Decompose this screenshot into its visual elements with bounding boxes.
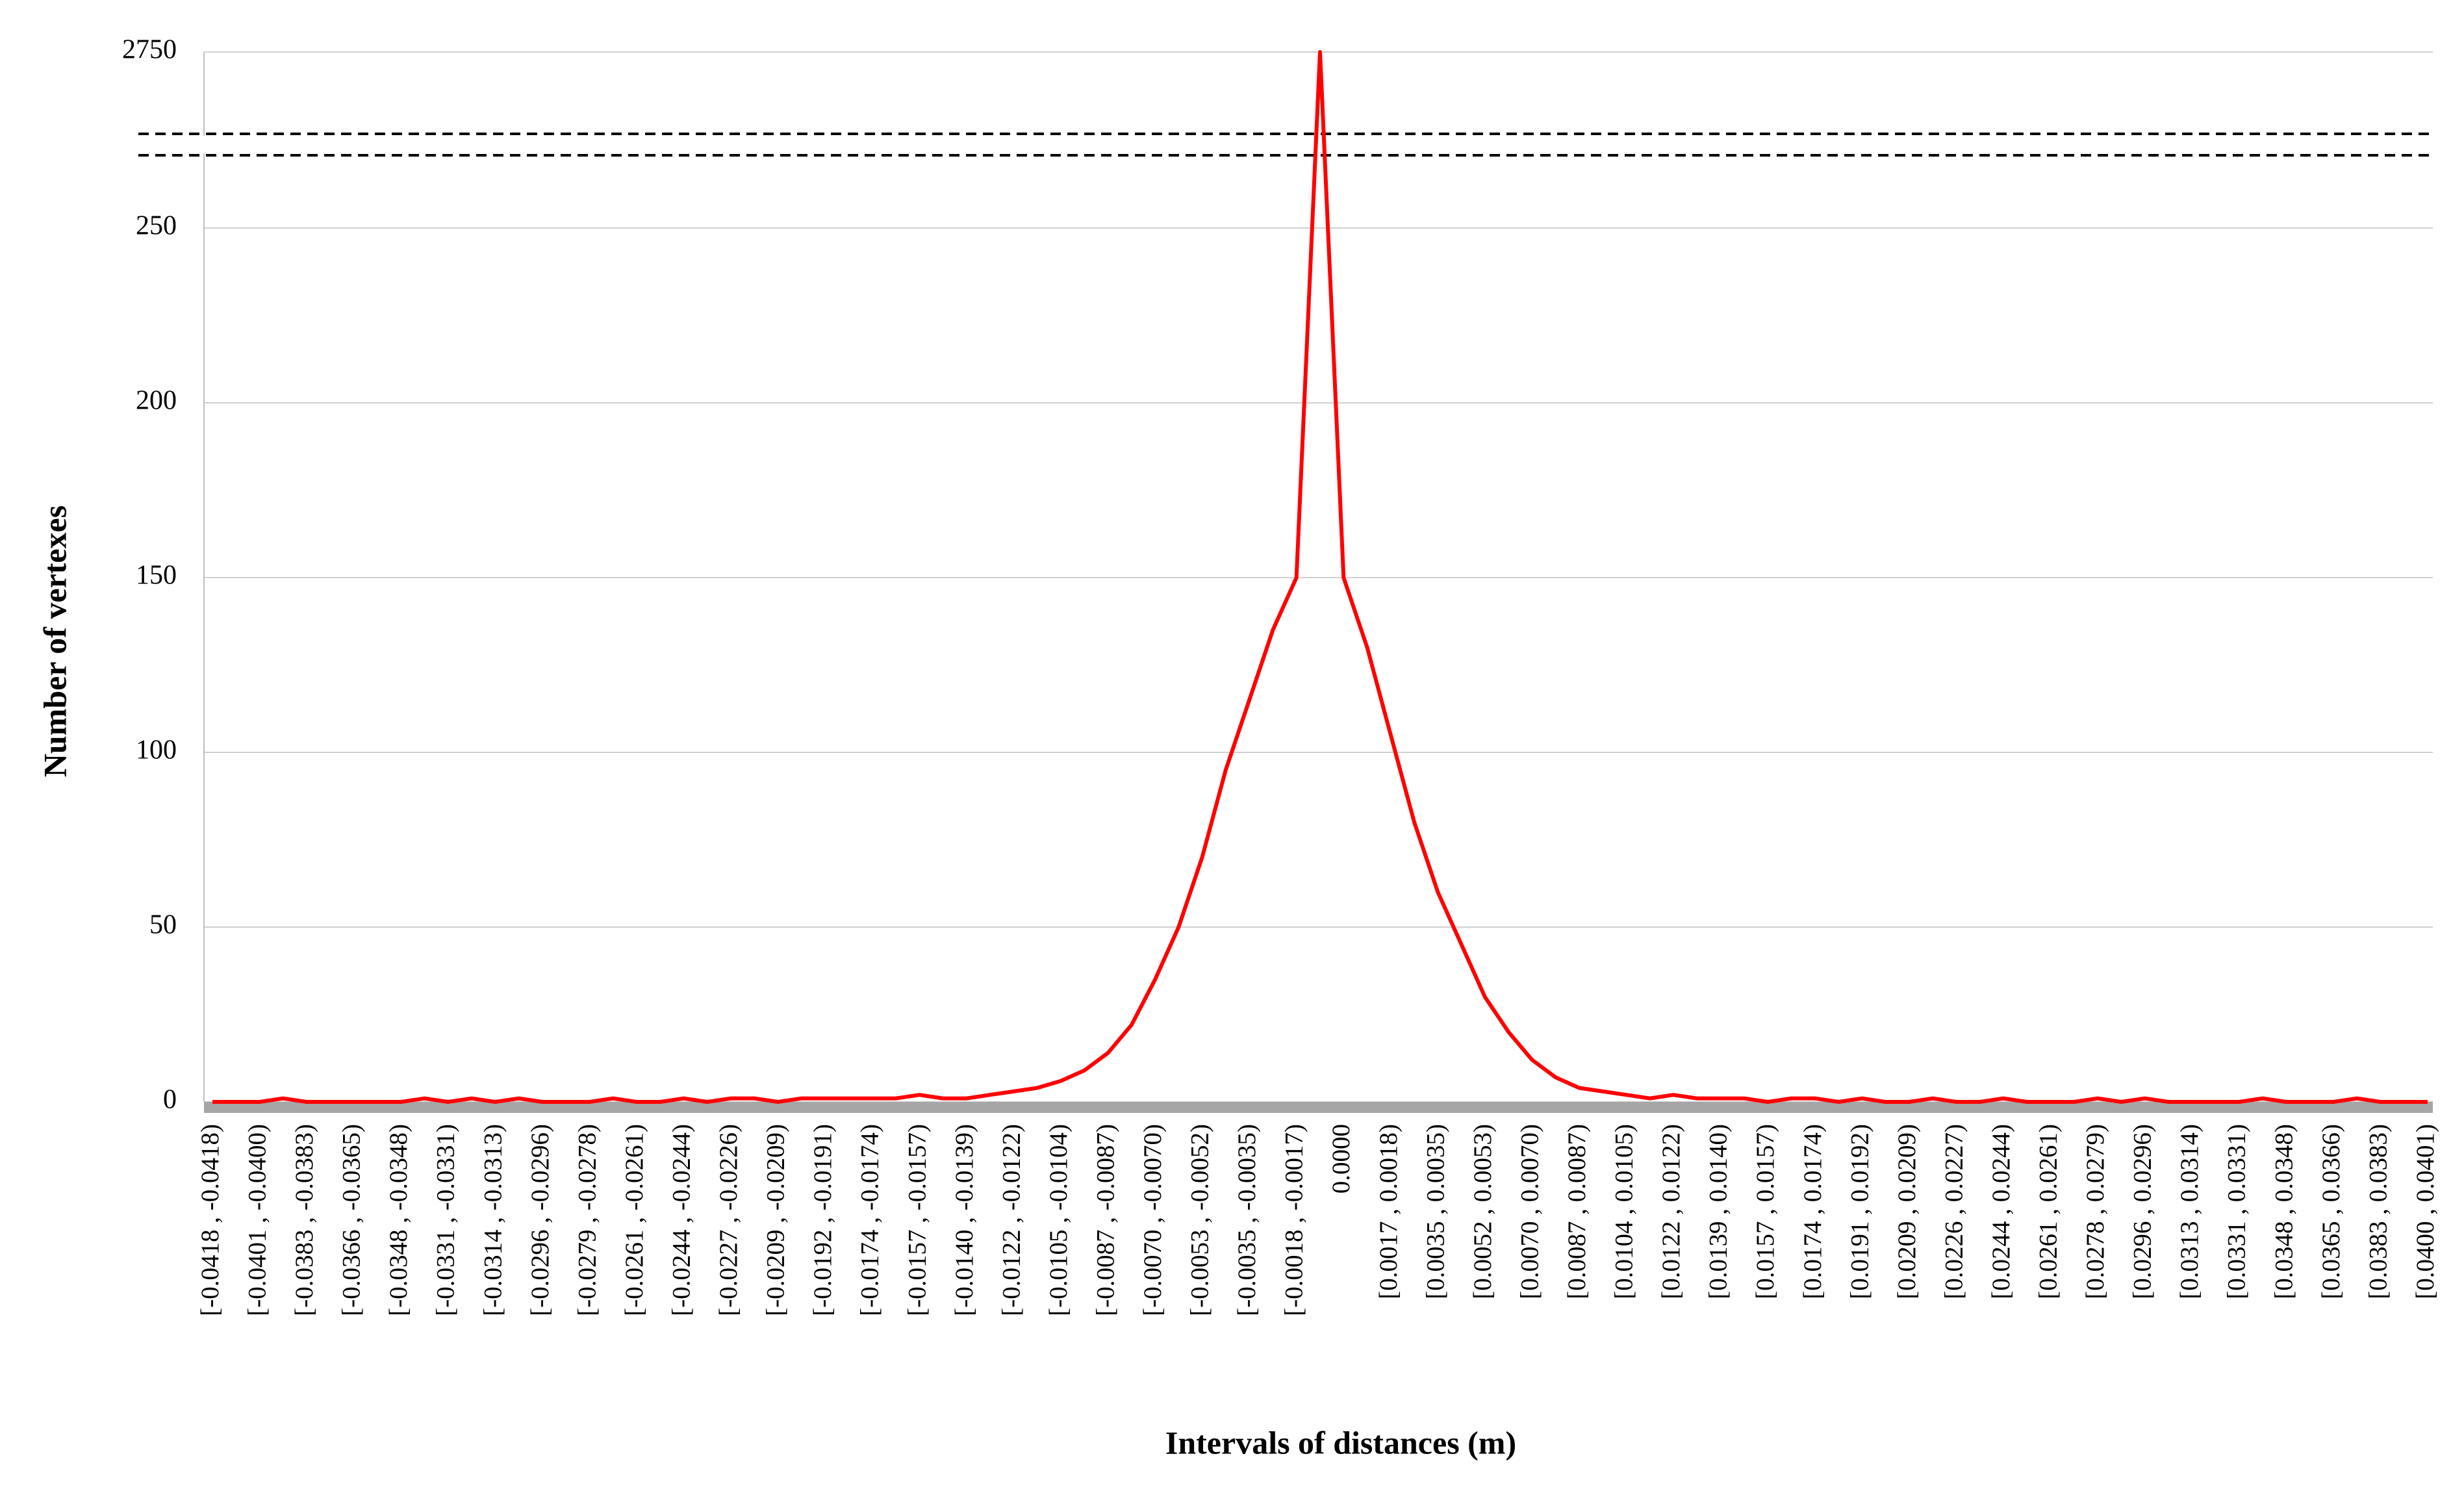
- y-tick-label: 0: [163, 1085, 177, 1115]
- x-tick-label: [-0.0035 , -0.0035): [1233, 1124, 1261, 1316]
- x-tick-label: [0.0087 , 0.0087): [1563, 1124, 1591, 1299]
- x-tick-label: [0.0365 , 0.0366): [2317, 1124, 2345, 1299]
- x-tick-label: [-0.0227 , -0.0226): [715, 1124, 743, 1316]
- x-tick-label: [-0.0261 , -0.0261): [620, 1124, 648, 1316]
- x-tick-label: [0.0174 , 0.0174): [1799, 1124, 1827, 1299]
- x-tick-label: [0.0331 , 0.0331): [2223, 1124, 2251, 1299]
- x-tick-label: [-0.0105 , -0.0104): [1045, 1124, 1073, 1316]
- x-tick-label: [0.0348 , 0.0348): [2270, 1124, 2298, 1299]
- x-tick-label: [0.0070 , 0.0070): [1516, 1124, 1543, 1299]
- x-tick-label: [-0.0209 , -0.0209): [762, 1124, 790, 1316]
- x-tick-label: [-0.0192 , -0.0191): [809, 1124, 837, 1316]
- x-tick-label: [-0.0140 , -0.0139): [950, 1124, 978, 1316]
- y-tick-label: 200: [136, 386, 177, 416]
- x-tick-label: [0.0035 , 0.0035): [1421, 1124, 1449, 1299]
- x-tick-label: [-0.0401 , -0.0400): [244, 1124, 272, 1316]
- x-tick-label: [-0.0053 , -0.0052): [1186, 1124, 1214, 1316]
- y-tick-label: 100: [136, 735, 177, 765]
- x-axis-title: Intervals of distances (m): [1165, 1424, 1516, 1461]
- axis-break-gap: [202, 136, 207, 153]
- x-tick-label: 0.0000: [1327, 1124, 1355, 1193]
- y-axis-title: Number of vertexes: [36, 505, 73, 777]
- x-tick-label: [-0.0331 , -0.0331): [432, 1124, 460, 1316]
- x-tick-label: [0.0261 , 0.0261): [2035, 1124, 2063, 1299]
- data-line: [212, 50, 2428, 1104]
- x-tick-label: [-0.0418 , -0.0418): [196, 1124, 224, 1316]
- x-tick-label: [0.0052 , 0.0053): [1469, 1124, 1497, 1299]
- x-tick-label: [0.0191 , 0.0192): [1846, 1124, 1873, 1299]
- y-tick-label: 250: [136, 211, 177, 241]
- x-tick-label: [0.0017 , 0.0018): [1375, 1124, 1403, 1299]
- x-tick-label: [-0.0157 , -0.0157): [903, 1124, 931, 1316]
- x-tick-label: [0.0313 , 0.0314): [2176, 1124, 2204, 1299]
- x-tick-label: [-0.0279 , -0.0278): [573, 1124, 601, 1316]
- x-tick-label: [0.0157 , 0.0157): [1751, 1124, 1779, 1299]
- x-axis-band: [204, 1102, 2433, 1113]
- x-tick-label: [0.0383 , 0.0383): [2364, 1124, 2392, 1299]
- y-tick-label: 150: [136, 561, 177, 591]
- x-tick-label: [0.0244 , 0.0244): [1987, 1124, 2015, 1299]
- x-tick-label: [0.0278 , 0.0279): [2081, 1124, 2109, 1299]
- x-tick-label: [0.0226 , 0.0227): [1940, 1124, 1968, 1299]
- x-tick-label: [-0.0366 , -0.0365): [338, 1124, 366, 1316]
- x-tick-label: [0.0104 , 0.0105): [1610, 1124, 1638, 1299]
- x-tick-label: [-0.0244 , -0.0244): [667, 1124, 695, 1316]
- x-tick-label: [0.0296 , 0.0296): [2129, 1124, 2157, 1299]
- x-tick-label: [0.0139 , 0.0140): [1705, 1124, 1733, 1299]
- x-tick-label: [-0.0087 , -0.0087): [1091, 1124, 1119, 1316]
- y-tick-label: 2750: [122, 35, 177, 65]
- x-tick-label: [-0.0314 , -0.0313): [479, 1124, 507, 1316]
- x-tick-label: [-0.0122 , -0.0122): [997, 1124, 1025, 1316]
- x-tick-label: [0.0209 , 0.0209): [1893, 1124, 1921, 1299]
- x-tick-label: [-0.0348 , -0.0348): [385, 1124, 413, 1316]
- x-tick-label: [-0.0070 , -0.0070): [1139, 1124, 1167, 1316]
- x-tick-label: [-0.0018 , -0.0017): [1280, 1124, 1308, 1316]
- x-tick-label: [-0.0174 , -0.0174): [856, 1124, 884, 1316]
- x-tick-label: [0.0122 , 0.0122): [1657, 1124, 1685, 1299]
- x-tick-label: [0.0400 , 0.0401): [2411, 1124, 2439, 1299]
- x-tick-label: [-0.0296 , -0.0296): [526, 1124, 554, 1316]
- y-tick-label: 50: [149, 910, 177, 940]
- x-tick-label: [-0.0383 , -0.0383): [290, 1124, 318, 1316]
